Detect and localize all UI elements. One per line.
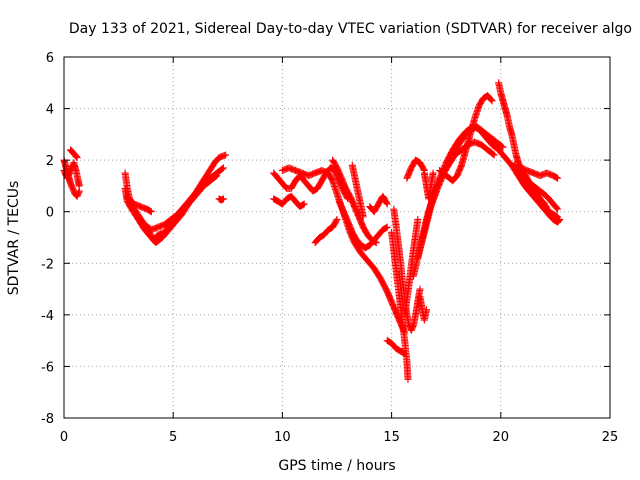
label-layer: 0 5 10 15 20 25 -8 -6 -4 -2 0 2 4 6 xyxy=(41,51,618,445)
x-tick-label: 5 xyxy=(169,430,177,445)
series-trace-08 xyxy=(215,195,227,204)
y-tick-label: -2 xyxy=(41,257,54,272)
x-tick-label: 15 xyxy=(383,430,400,445)
y-tick-label: 6 xyxy=(46,51,54,66)
y-tick-label: -8 xyxy=(41,412,54,427)
grid-layer xyxy=(64,57,610,418)
x-tick-label: 20 xyxy=(493,430,510,445)
series-trace-27 xyxy=(436,92,496,185)
series-trace-13 xyxy=(311,215,341,247)
y-tick-label: -4 xyxy=(41,309,54,324)
tick-layer xyxy=(63,56,611,419)
series-trace-12 xyxy=(329,156,380,247)
plot-frame xyxy=(63,56,611,419)
x-tick-label: 0 xyxy=(60,430,68,445)
y-tick-label: 4 xyxy=(46,103,54,118)
series-trace-31 xyxy=(523,185,562,226)
series-trace-05 xyxy=(121,151,230,247)
series-trace-15 xyxy=(348,161,367,221)
series-trace-26 xyxy=(418,138,498,241)
y-axis-title: SDTVAR / TECUs xyxy=(6,181,22,296)
series-trace-16 xyxy=(366,192,391,216)
series-trace-22 xyxy=(420,169,437,203)
series-trace-21 xyxy=(403,156,428,182)
series-trace-20 xyxy=(390,205,424,334)
series-trace-03 xyxy=(67,146,81,162)
x-tick-label: 10 xyxy=(274,430,291,445)
series-trace-23 xyxy=(416,293,431,324)
data-layer xyxy=(60,79,564,383)
series-trace-14 xyxy=(335,197,391,252)
y-tick-label: -6 xyxy=(41,360,54,375)
series-trace-18 xyxy=(383,337,409,358)
y-tick-label: 0 xyxy=(46,206,54,221)
x-axis-title: GPS time / hours xyxy=(278,458,395,474)
chart-title: Day 133 of 2021, Sidereal Day-to-day VTE… xyxy=(69,21,632,37)
series-trace-10 xyxy=(270,192,308,211)
series-trace-30 xyxy=(516,164,562,182)
series-trace-07 xyxy=(126,172,221,244)
series-trace-29 xyxy=(510,161,562,213)
y-tick-label: 2 xyxy=(46,154,54,169)
x-tick-label: 25 xyxy=(602,430,619,445)
